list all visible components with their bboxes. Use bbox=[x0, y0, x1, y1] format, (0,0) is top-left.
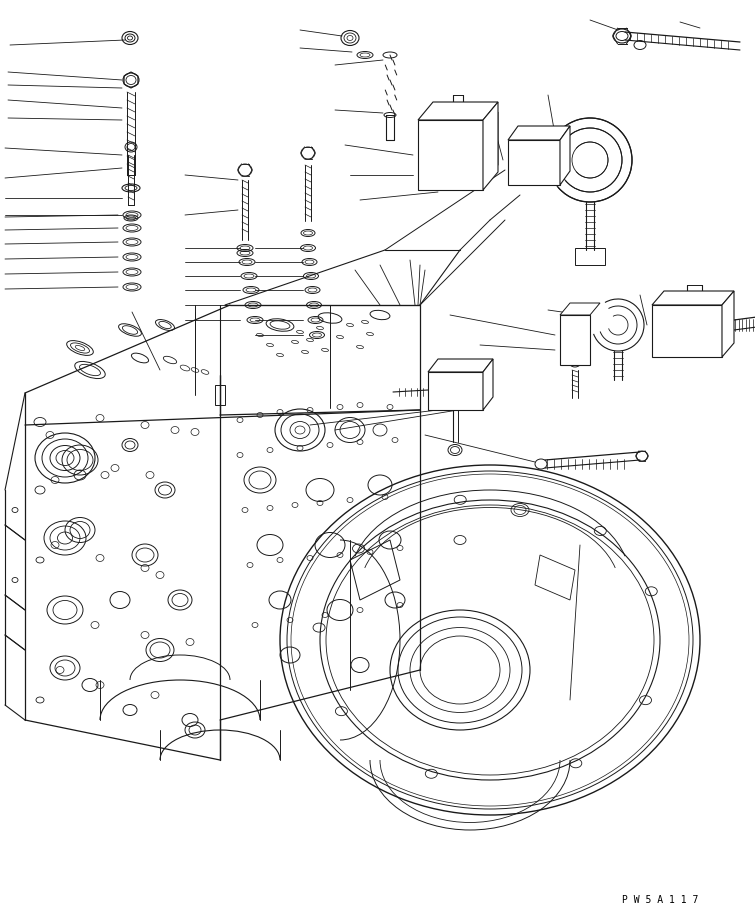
Polygon shape bbox=[560, 126, 570, 185]
Polygon shape bbox=[418, 102, 498, 120]
Polygon shape bbox=[652, 291, 734, 305]
Text: P W 5 A 1 1 7: P W 5 A 1 1 7 bbox=[622, 895, 698, 905]
Polygon shape bbox=[483, 102, 498, 190]
Polygon shape bbox=[483, 359, 493, 410]
Polygon shape bbox=[652, 305, 722, 357]
Polygon shape bbox=[508, 126, 570, 140]
Polygon shape bbox=[560, 315, 590, 365]
Polygon shape bbox=[428, 372, 483, 410]
Polygon shape bbox=[508, 140, 560, 185]
Polygon shape bbox=[428, 359, 493, 372]
Polygon shape bbox=[418, 120, 483, 190]
Polygon shape bbox=[560, 303, 600, 315]
Polygon shape bbox=[722, 291, 734, 357]
